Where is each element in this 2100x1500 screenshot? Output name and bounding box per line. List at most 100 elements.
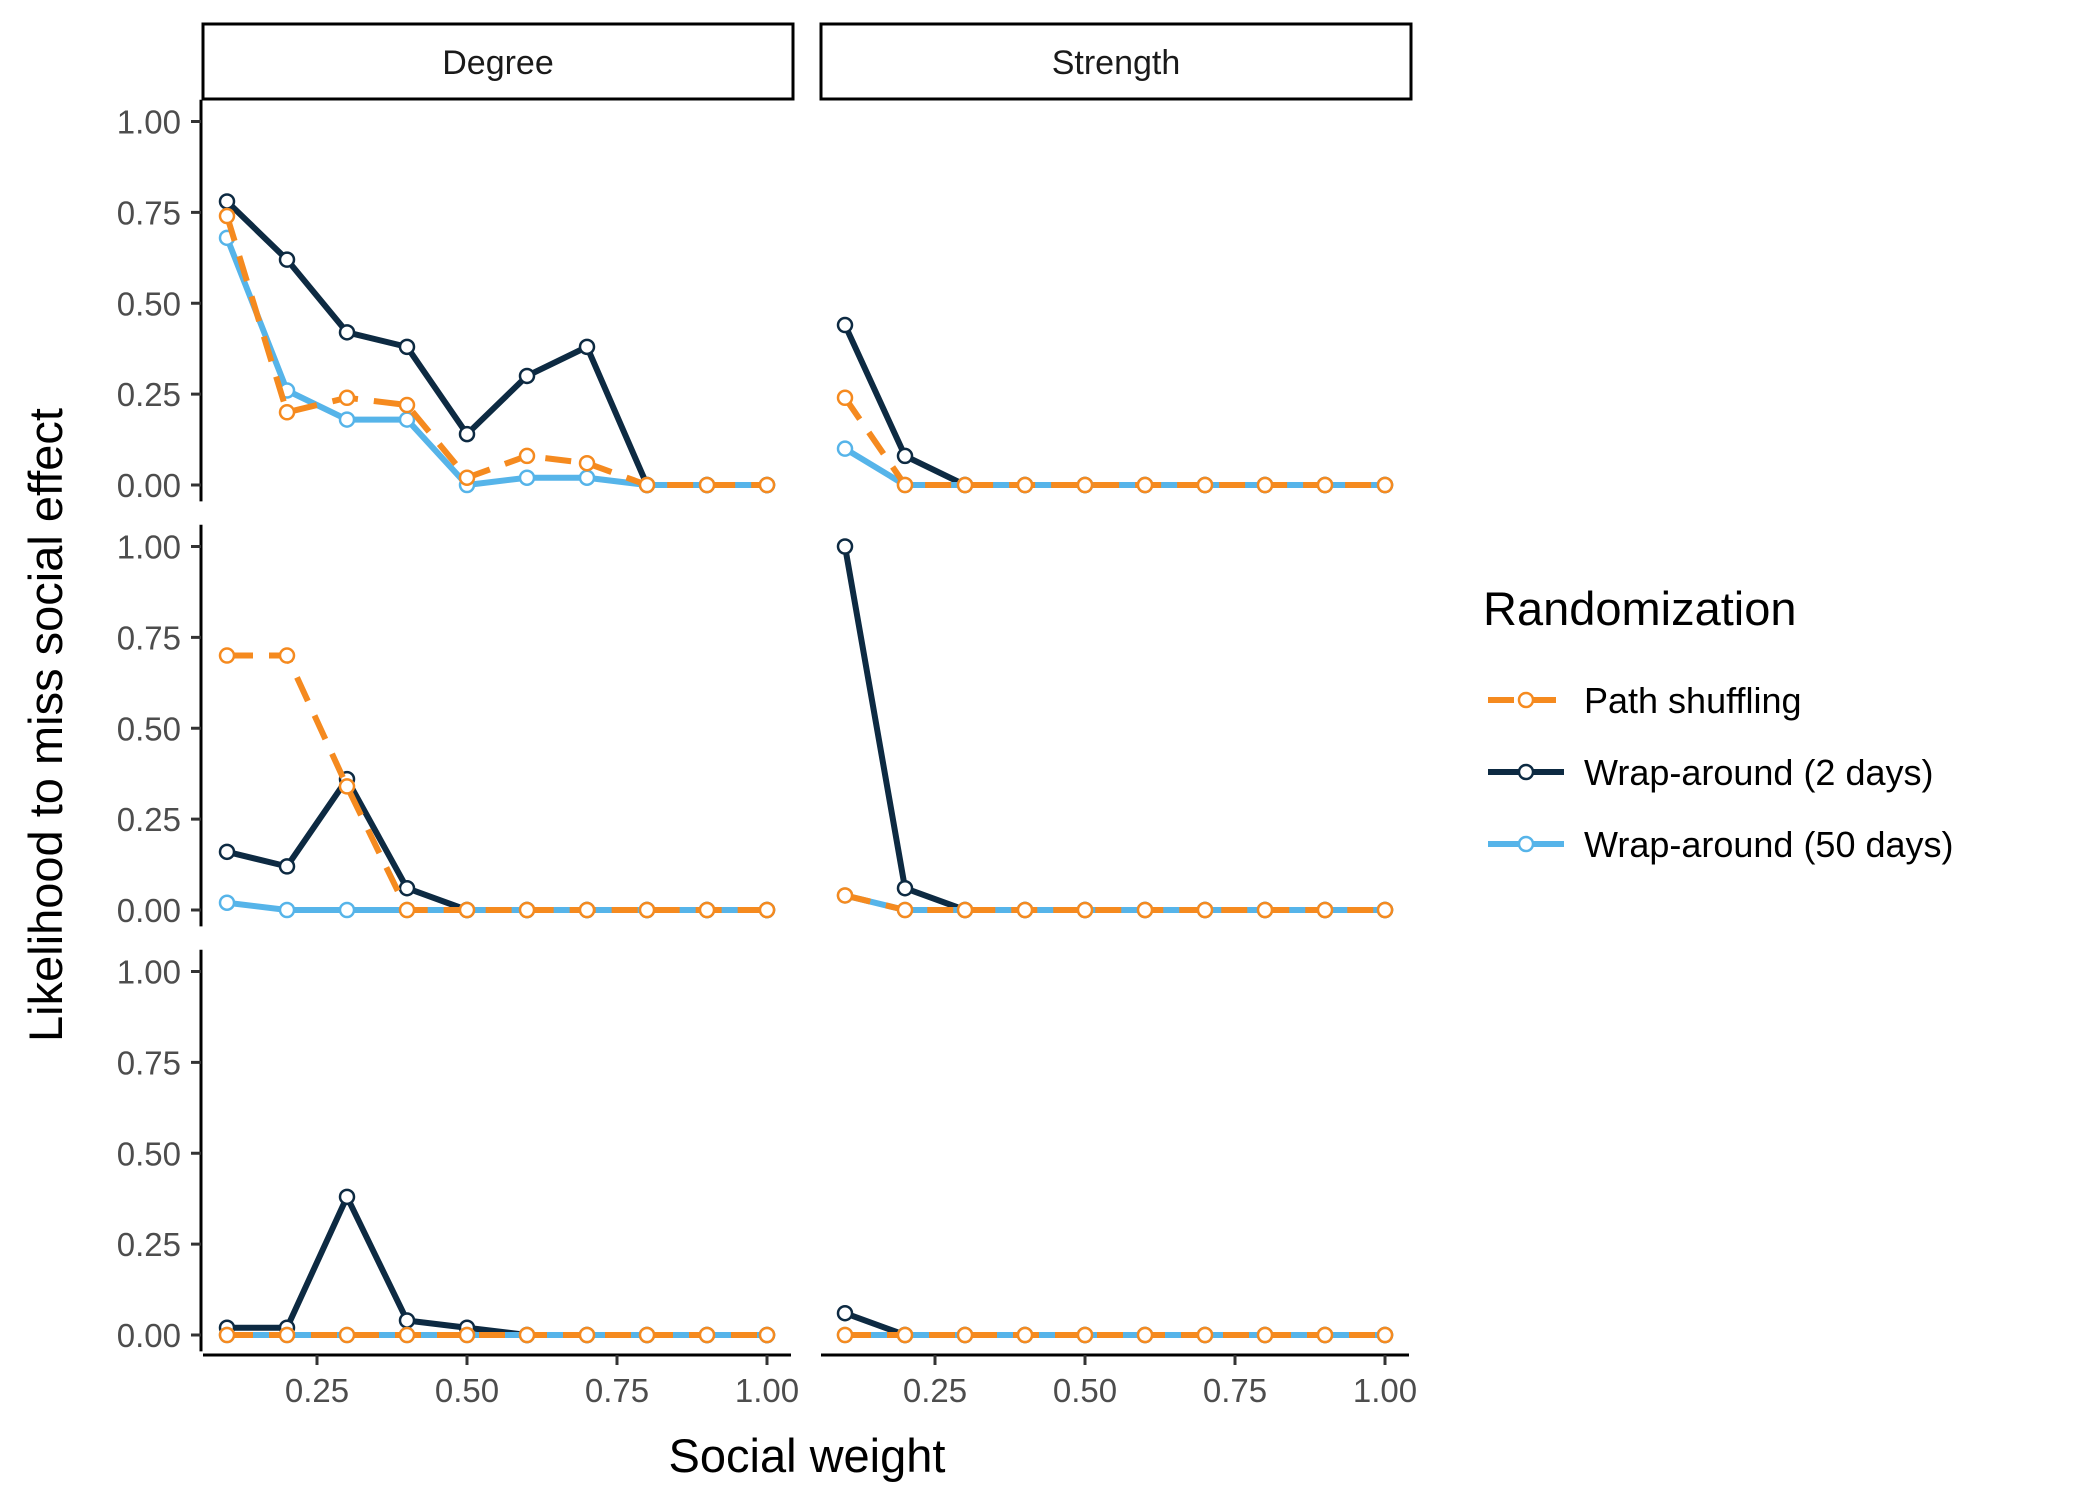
y-tick-label: 0.00 (117, 467, 181, 504)
panel-degree-row-3 (218, 1188, 776, 1344)
legend-label: Wrap-around (2 days) (1584, 752, 1934, 793)
data-point-path-shuffling (518, 901, 536, 919)
y-tick-label: 1.00 (117, 529, 181, 566)
facet-strip-degree-label: Degree (442, 44, 554, 82)
data-point-path-shuffling (638, 476, 656, 494)
data-point-path-shuffling (896, 476, 914, 494)
legend-key-point (1517, 835, 1535, 853)
x-axis-strength: 0.25 0.50 0.75 1.00 (821, 1353, 1417, 1409)
legend-entry-wrap-around-50-days: Wrap-around (50 days) (1488, 824, 1954, 865)
data-point-path-shuffling (1316, 901, 1334, 919)
y-tick-label: 1.00 (117, 104, 181, 141)
legend-entries: Path shuffling Wrap-around (2 days) Wrap-a… (1488, 680, 1954, 865)
y-tick-label: 0.25 (117, 1226, 181, 1263)
panel-degree-row-2 (218, 647, 776, 919)
x-tick-label: 0.75 (585, 1372, 649, 1409)
facet-strip-strength-label: Strength (1052, 44, 1181, 82)
data-point-path-shuffling (1136, 901, 1154, 919)
panel-strength-row-2 (836, 538, 1394, 919)
legend: Randomization Path shuffling Wrap-around … (1483, 582, 1954, 865)
x-tick-label: 1.00 (1353, 1372, 1417, 1409)
data-point-path-shuffling (1256, 901, 1274, 919)
data-point-wrap-around-2-days (278, 858, 296, 875)
data-point-path-shuffling (836, 389, 854, 407)
data-point-path-shuffling (1256, 476, 1274, 494)
data-point-wrap-around-2-days (836, 316, 854, 334)
data-point-path-shuffling (578, 1326, 596, 1344)
y-tick-label: 0.50 (117, 1135, 181, 1172)
data-point-path-shuffling (338, 389, 356, 407)
y-tick-label: 0.25 (117, 376, 181, 413)
data-point-path-shuffling (896, 901, 914, 919)
data-point-path-shuffling (458, 1326, 476, 1344)
y-axis-row-2: 0.00 0.25 0.50 0.75 1.00 (117, 524, 203, 929)
legend-key-point (1517, 763, 1535, 781)
series-line-path-shuffling (844, 892, 1385, 913)
legend-key-point (1517, 691, 1535, 709)
x-tick-label: 0.75 (1203, 1372, 1267, 1409)
data-point-wrap-around-2-days (218, 193, 236, 210)
data-point-path-shuffling (698, 901, 716, 919)
data-point-path-shuffling (1076, 901, 1094, 919)
data-point-wrap-around-50-days (338, 411, 356, 428)
data-point-path-shuffling (758, 1326, 776, 1344)
x-tick-label: 0.25 (285, 1372, 349, 1409)
series-line-wrap-around-2-days (226, 776, 767, 913)
data-point-path-shuffling (956, 476, 974, 494)
data-point-wrap-around-2-days (518, 367, 536, 385)
chart-panels: 0.00 0.25 0.50 0.75 1.00 0.00 0.25 0.50 0.75 1.00… (117, 99, 1417, 1409)
data-point-wrap-around-2-days (578, 338, 596, 356)
facet-strip-strength-box (819, 22, 1413, 101)
data-point-path-shuffling (398, 901, 416, 919)
legend-entry-path-shuffling: Path shuffling (1488, 680, 1802, 721)
data-point-path-shuffling (338, 1326, 356, 1344)
data-point-path-shuffling (1316, 1326, 1334, 1344)
y-axis-row-3: 0.00 0.25 0.50 0.75 1.00 (117, 949, 203, 1354)
data-point-path-shuffling (698, 476, 716, 494)
panel-degree-row-1 (218, 193, 776, 494)
x-axis-title: Social weight (669, 1429, 946, 1482)
data-point-path-shuffling (578, 901, 596, 919)
facet-strip-strength: Strength (819, 22, 1413, 101)
series-line-path-shuffling (227, 652, 767, 913)
data-point-path-shuffling (1256, 1326, 1274, 1344)
data-point-path-shuffling (1016, 901, 1034, 919)
y-tick-label: 0.00 (117, 892, 181, 929)
data-point-path-shuffling (1376, 1326, 1394, 1344)
data-point-wrap-around-2-days (836, 1304, 854, 1322)
data-point-path-shuffling (896, 1326, 914, 1344)
data-point-path-shuffling (218, 647, 236, 664)
data-point-path-shuffling (1136, 1326, 1154, 1344)
legend-title: Randomization (1483, 582, 1797, 635)
data-point-path-shuffling (638, 1326, 656, 1344)
data-point-path-shuffling (338, 778, 356, 795)
data-point-wrap-around-2-days (398, 1312, 416, 1329)
data-point-path-shuffling (1136, 476, 1154, 494)
y-tick-label: 0.50 (117, 285, 181, 322)
data-point-path-shuffling (458, 901, 476, 919)
data-point-path-shuffling (1196, 1326, 1214, 1344)
data-point-path-shuffling (758, 901, 776, 919)
data-point-wrap-around-50-days (836, 440, 854, 457)
data-point-wrap-around-50-days (518, 469, 536, 486)
data-point-path-shuffling (1196, 901, 1214, 919)
data-point-path-shuffling (518, 1326, 536, 1344)
data-point-path-shuffling (278, 404, 296, 421)
facet-strip-degree: Degree (201, 22, 795, 101)
data-point-path-shuffling (1076, 476, 1094, 494)
data-point-path-shuffling (278, 1326, 296, 1344)
x-axis-degree: 0.25 0.50 0.75 1.00 (203, 1353, 799, 1409)
data-point-path-shuffling (836, 887, 854, 904)
data-point-wrap-around-2-days (896, 447, 914, 465)
data-point-path-shuffling (1016, 1326, 1034, 1344)
series-line-wrap-around-2-days (224, 199, 767, 488)
data-point-path-shuffling (278, 647, 296, 664)
data-point-path-shuffling (956, 901, 974, 919)
data-point-path-shuffling (218, 207, 236, 225)
legend-label: Path shuffling (1584, 680, 1802, 721)
data-point-path-shuffling (638, 901, 656, 919)
series-line-path-shuffling (842, 396, 1385, 488)
data-point-path-shuffling (1316, 476, 1334, 494)
y-tick-label: 0.75 (117, 619, 181, 656)
